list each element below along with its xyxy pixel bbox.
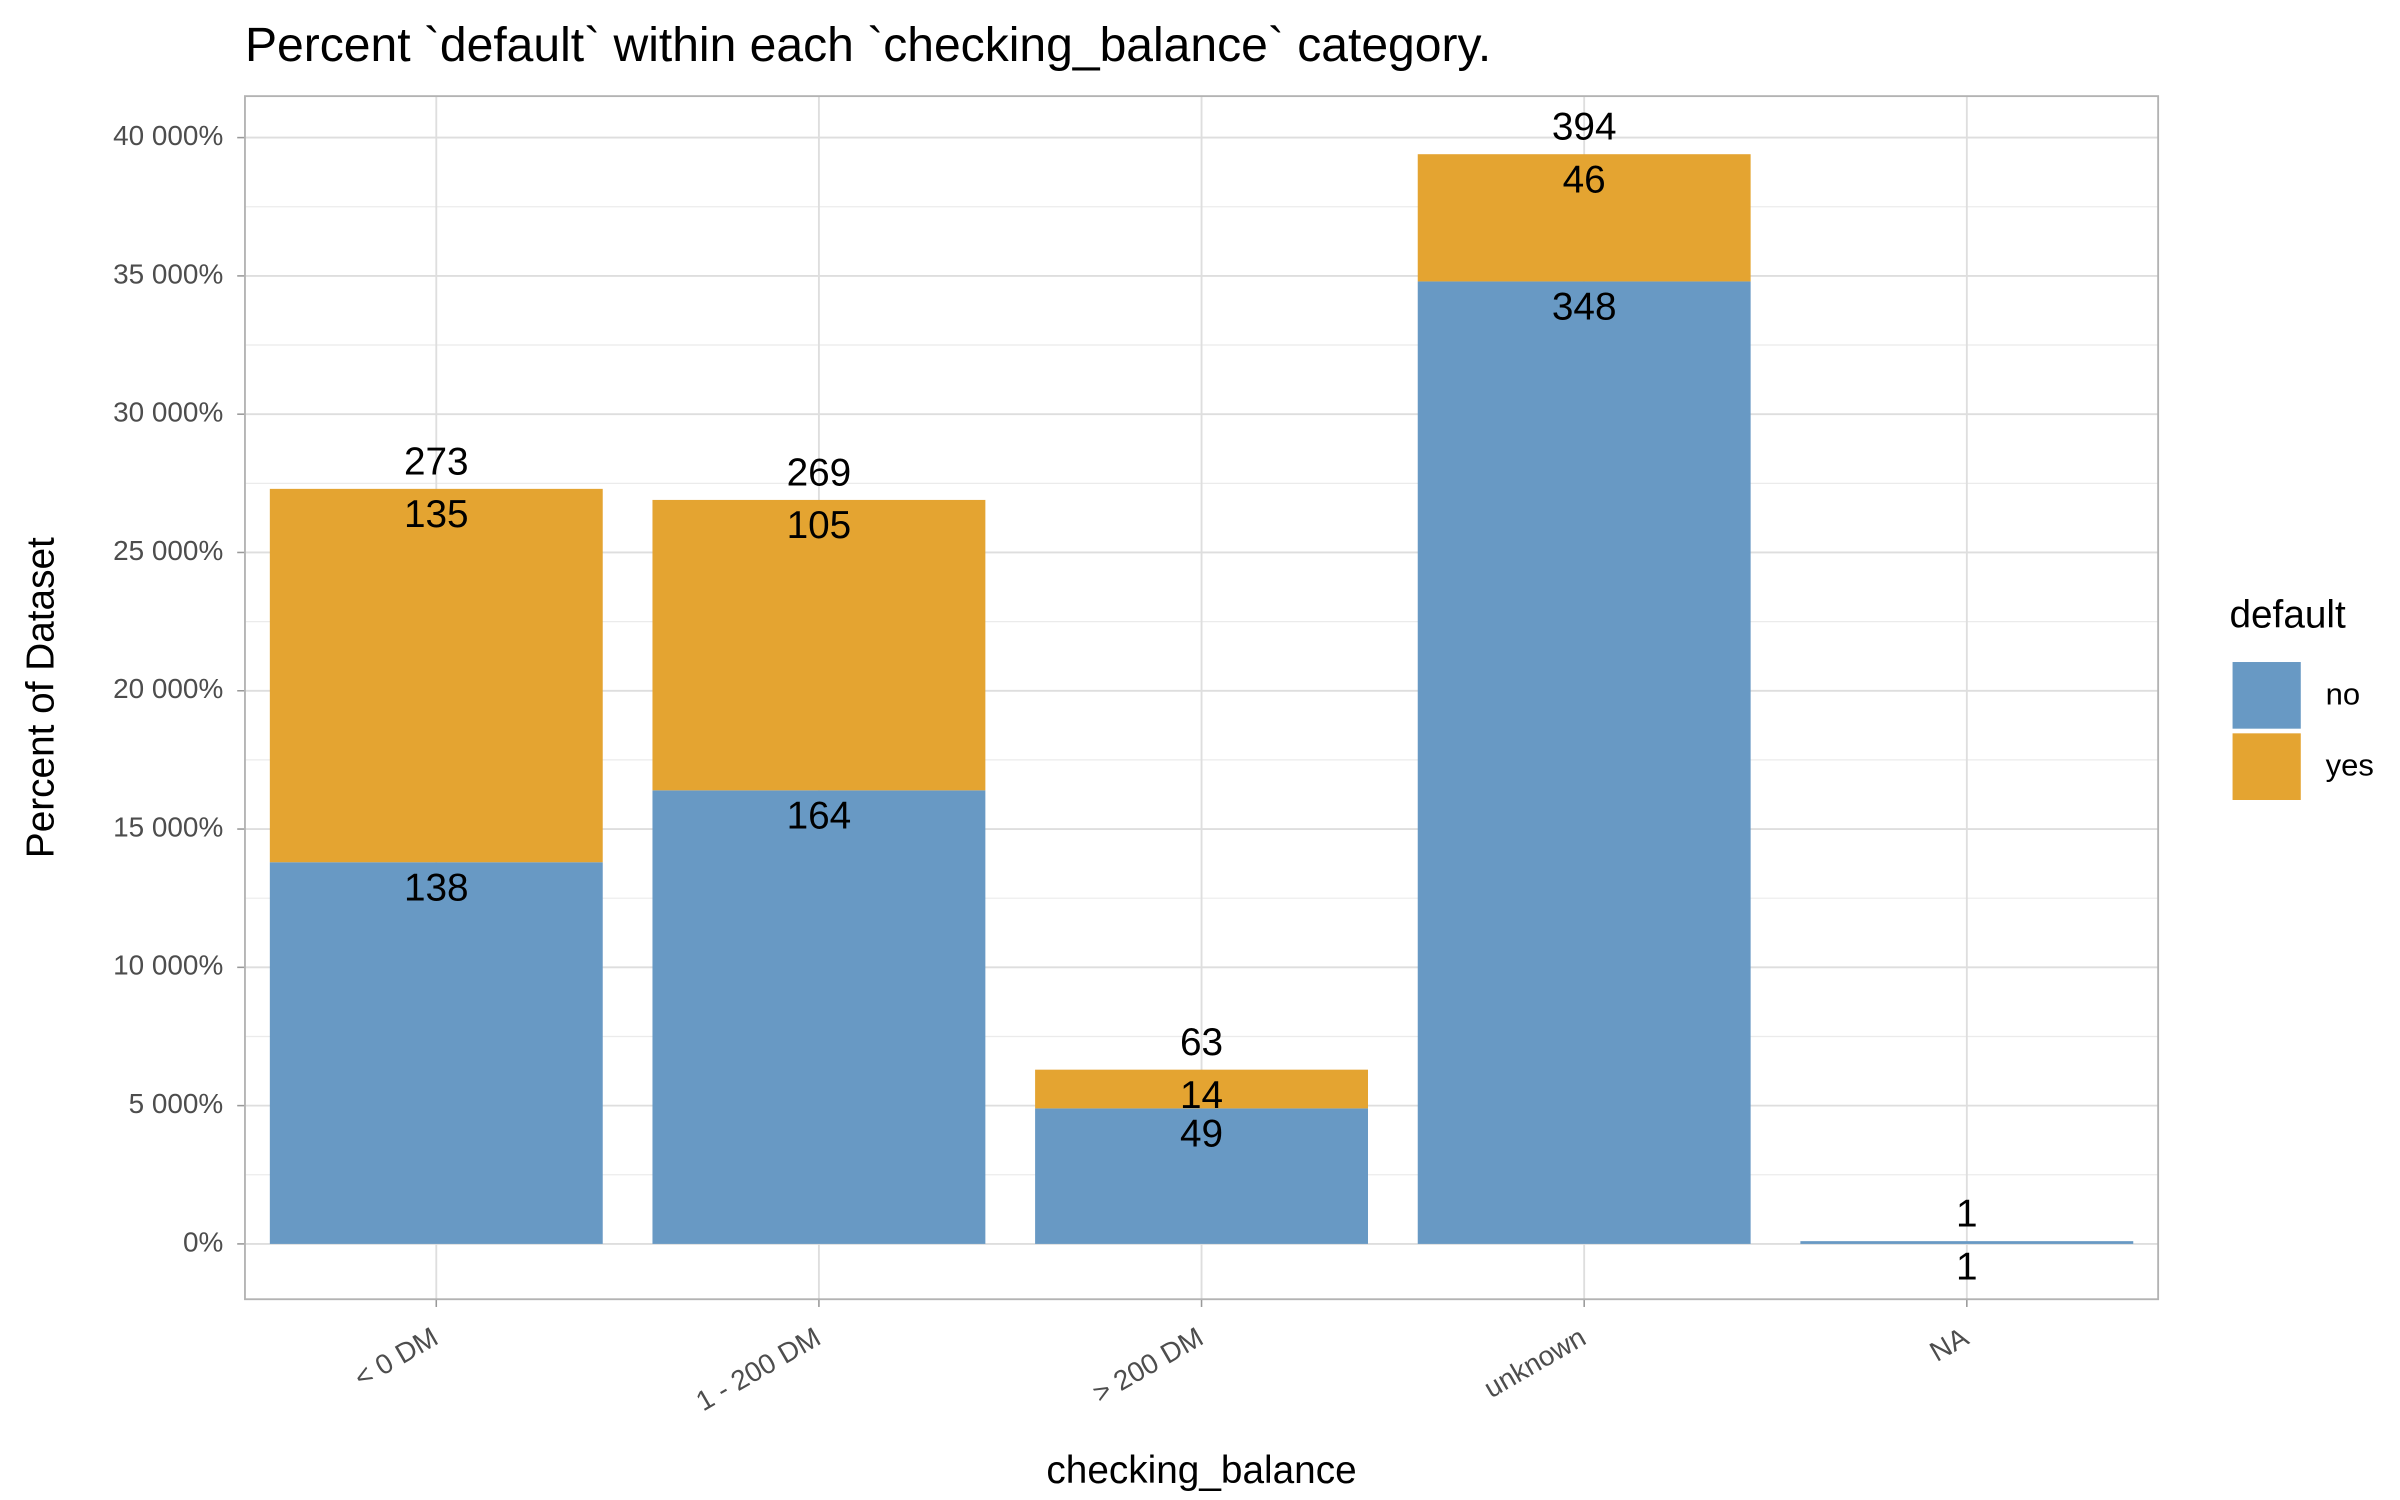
value-label: 135: [404, 493, 469, 536]
y-tick-label: 40 000%: [113, 120, 223, 151]
x-tick-label: unknown: [1479, 1321, 1591, 1404]
x-axis-title: checking_balance: [1046, 1449, 1356, 1492]
chart-title: Percent `default` within each `checking_…: [245, 18, 1491, 72]
value-label: 138: [404, 866, 469, 909]
legend-label: yes: [2326, 748, 2374, 783]
bar-segment: [652, 499, 986, 791]
y-tick-label: 0%: [183, 1226, 223, 1257]
bar-segment: [1800, 1241, 2134, 1244]
total-label: 273: [404, 440, 469, 483]
bar-segment: [269, 862, 603, 1244]
legend-key: [2232, 662, 2301, 729]
y-tick-label: 30 000%: [113, 397, 223, 428]
y-tick-label: 20 000%: [113, 673, 223, 704]
y-tick-label: 25 000%: [113, 535, 223, 566]
x-tick-label: NA: [1924, 1321, 1973, 1367]
value-label: 46: [1563, 158, 1606, 201]
value-label: 105: [787, 504, 852, 547]
bar-segment: [1035, 1069, 1368, 1109]
y-tick-label: 5 000%: [129, 1088, 224, 1119]
x-tick-label: < 0 DM: [349, 1321, 443, 1393]
panel-border: [244, 95, 2160, 1301]
total-label: 1: [1956, 1193, 1978, 1236]
bar-segment: [1035, 1108, 1368, 1244]
value-label: 49: [1180, 1113, 1223, 1156]
value-label: 14: [1180, 1074, 1223, 1117]
total-label: 269: [787, 451, 852, 494]
legend-label: no: [2326, 676, 2360, 711]
value-label: 164: [787, 794, 852, 837]
x-tick-label: 1 - 200 DM: [691, 1321, 826, 1417]
y-tick-label: 10 000%: [113, 950, 223, 981]
total-label: 63: [1180, 1021, 1223, 1064]
bar-segment: [269, 488, 603, 863]
value-label: 1: [1956, 1245, 1978, 1288]
total-label: 394: [1552, 106, 1617, 149]
y-tick-label: 15 000%: [113, 811, 223, 842]
bar-segment: [1417, 281, 1751, 1244]
x-tick-label: > 200 DM: [1087, 1321, 1208, 1409]
bar-segment: [652, 790, 986, 1244]
legend-title: default: [2229, 593, 2346, 636]
legend-key: [2232, 733, 2301, 800]
y-tick-label: 35 000%: [113, 258, 223, 289]
value-label: 348: [1552, 286, 1617, 329]
bar-segment: [1417, 154, 1751, 282]
y-axis-title: Percent of Dataset: [20, 537, 63, 858]
